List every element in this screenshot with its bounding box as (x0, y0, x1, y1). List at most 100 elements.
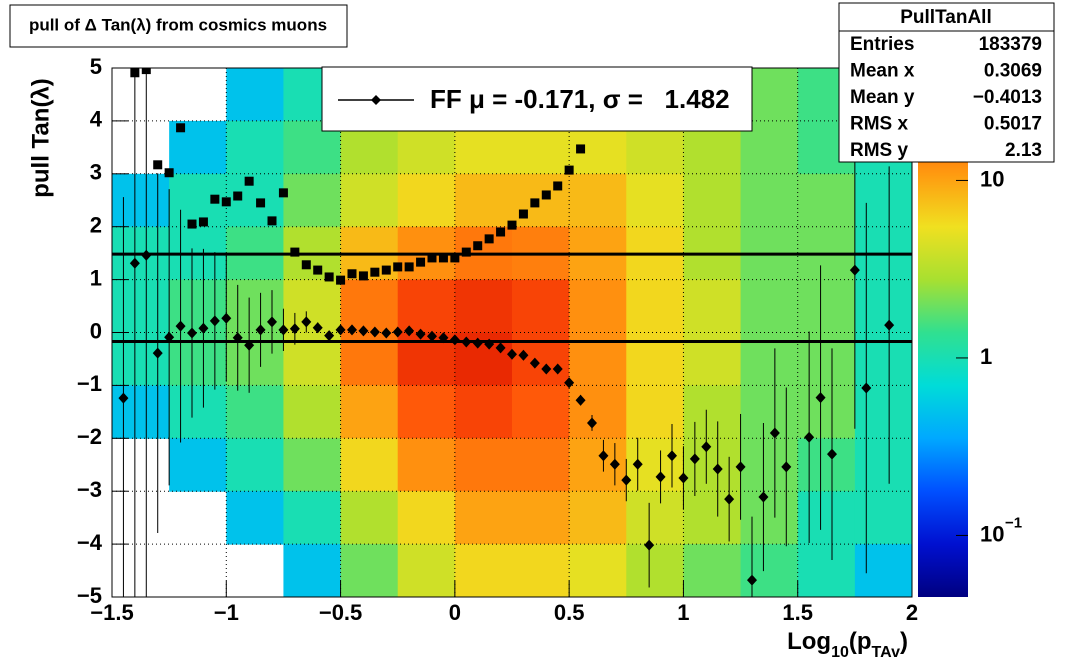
stats-box (838, 2, 1055, 163)
point (233, 191, 243, 201)
x-axis-title-sub: TAv (872, 644, 901, 661)
point (393, 262, 403, 272)
point (541, 363, 552, 375)
heat-cell (397, 279, 456, 333)
heat-cell (797, 385, 856, 439)
heat-cell (112, 385, 170, 439)
z-tick-label: 1 (980, 344, 992, 369)
point (301, 260, 311, 270)
heat-cell (340, 544, 399, 597)
point (312, 322, 323, 334)
heat-cell (854, 544, 912, 597)
heat-cell (854, 279, 912, 333)
point (587, 417, 597, 429)
heat-cell (683, 438, 742, 492)
heat-cell (683, 385, 742, 439)
x-tick-label: −0.5 (319, 600, 362, 625)
point (347, 269, 357, 279)
point (518, 349, 529, 361)
heat-cell (454, 491, 513, 545)
x-axis-title-sub: 10 (831, 644, 849, 661)
point (267, 216, 277, 226)
heat-cell (854, 438, 912, 492)
y-axis-title: pull Tan(λ) (27, 78, 54, 198)
heat-cell (740, 385, 799, 439)
point (176, 123, 186, 133)
stat-name: Entries (850, 34, 914, 55)
point (289, 323, 300, 335)
heat-cell (226, 385, 284, 439)
heat-cell (512, 438, 570, 492)
heat-cell (283, 173, 342, 228)
heat-cell (397, 491, 456, 545)
point (221, 312, 232, 324)
point (175, 320, 186, 332)
point (815, 392, 826, 404)
point (484, 234, 494, 244)
point (518, 209, 528, 219)
point (473, 241, 483, 251)
point (576, 144, 586, 154)
y-tick-label: 5 (90, 54, 102, 79)
heat-cell (683, 544, 742, 597)
z-tick-label: 10 (980, 521, 1004, 546)
point (450, 253, 460, 263)
heat-cell (683, 173, 742, 228)
point (804, 431, 815, 443)
heat-cell (512, 491, 570, 545)
stat-name: RMS x (850, 114, 909, 135)
point (244, 176, 254, 186)
heat-cell (283, 491, 342, 545)
point (827, 448, 837, 460)
point (747, 574, 757, 586)
heat-cell (854, 173, 912, 228)
heat-cell (854, 385, 912, 439)
point (209, 315, 220, 327)
overlay (112, 68, 912, 597)
chart-title: pull of Δ Tan(λ) from cosmics muons (29, 15, 327, 34)
point (198, 217, 208, 227)
point (552, 363, 563, 375)
x-axis-title-part: Log (787, 628, 831, 655)
point (438, 332, 449, 344)
x-tick-label: 2 (906, 600, 918, 625)
point (758, 491, 769, 503)
point (267, 316, 277, 328)
point (381, 265, 391, 275)
heat-cell (169, 438, 227, 492)
point (553, 181, 563, 191)
x-axis-title-part: (p (849, 628, 872, 655)
heat-cell (283, 385, 342, 439)
y-tick-label: −3 (77, 477, 102, 502)
stat-name: Mean x (850, 61, 915, 82)
point (324, 330, 335, 342)
heat-cell (340, 491, 399, 545)
heat-cell (283, 279, 342, 333)
stat-value: 0.5017 (984, 114, 1042, 135)
point (712, 463, 723, 475)
point (449, 334, 460, 346)
point (164, 168, 174, 178)
point (735, 461, 746, 473)
point (644, 539, 655, 551)
point (507, 220, 517, 230)
point (164, 331, 175, 343)
heat-cell (340, 173, 399, 228)
y-tick-label: −4 (77, 530, 103, 555)
heat-cell (797, 491, 856, 545)
point (438, 253, 448, 263)
heat-cell (569, 385, 627, 439)
point (701, 441, 712, 453)
y-tick-label: 4 (90, 107, 103, 132)
heat-cell (512, 279, 570, 333)
point (187, 219, 197, 229)
x-tick-label: 0 (449, 600, 461, 625)
point (347, 324, 357, 336)
z-tick-exponent: −1 (1005, 514, 1022, 531)
point (781, 461, 792, 473)
heat-cell (397, 385, 456, 439)
heat-cell (569, 491, 627, 545)
heat-cell (569, 279, 627, 333)
point (484, 338, 495, 350)
heat-cell (454, 438, 513, 492)
